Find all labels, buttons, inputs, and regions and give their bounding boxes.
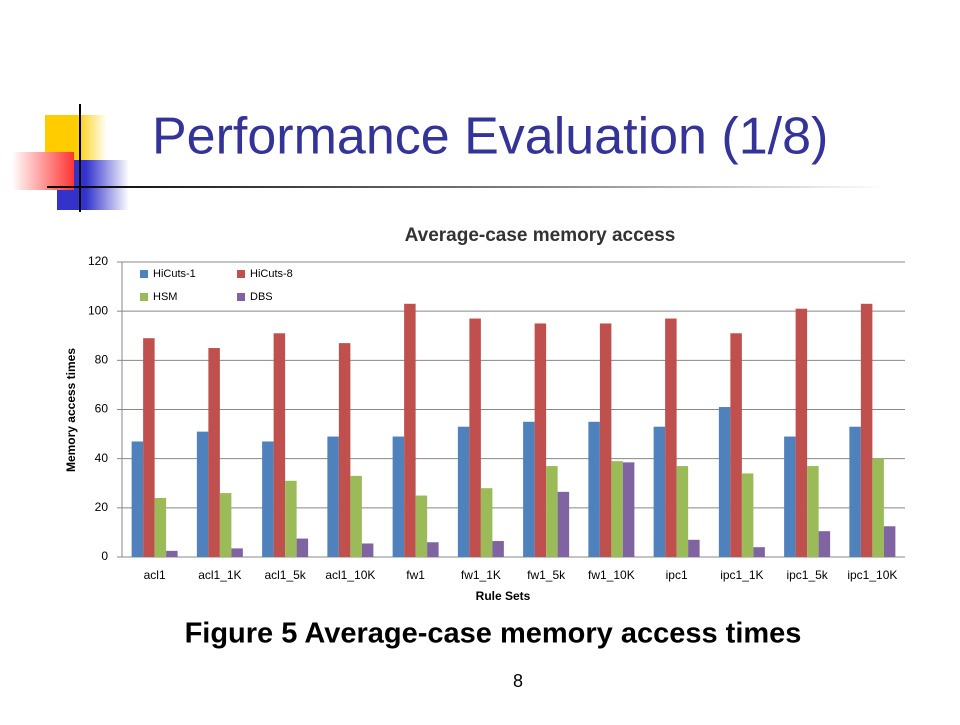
y-tick-label: 120: [88, 254, 108, 268]
bar: [361, 543, 374, 557]
bar: [285, 480, 297, 557]
page-number: 8: [513, 671, 523, 691]
bar: [730, 333, 742, 557]
x-tick-label: fw1_10K: [588, 568, 635, 582]
x-tick-label: ipc1_1K: [720, 568, 763, 582]
bar: [392, 436, 405, 557]
y-tick-label: 80: [95, 353, 109, 367]
legend-swatch: [140, 270, 148, 278]
figure-caption: Figure 5 Average-case memory access time…: [185, 618, 802, 650]
legend-label: HiCuts-8: [250, 268, 293, 280]
bar: [219, 493, 232, 557]
bar: [296, 538, 309, 557]
y-axis-label: Memory access times: [64, 348, 78, 472]
bar: [231, 548, 243, 557]
y-tick-label: 40: [95, 451, 109, 465]
bar: [588, 421, 600, 557]
bar: [262, 441, 274, 557]
bar: [415, 495, 428, 557]
x-tick-label: fw1_5k: [527, 568, 566, 582]
legend-swatch: [237, 293, 245, 301]
bar: [753, 547, 765, 557]
y-tick-label: 20: [95, 500, 109, 514]
bar: [154, 498, 167, 557]
y-tick-label: 60: [95, 402, 109, 416]
legend-swatch: [140, 293, 148, 301]
bar: [818, 531, 831, 557]
bar: [557, 491, 570, 557]
x-tick-label: fw1_1K: [461, 568, 501, 582]
x-tick-label: ipc1_10K: [847, 568, 897, 582]
bar: [208, 348, 220, 557]
x-tick-label: ipc1_5k: [786, 568, 828, 582]
bar: [860, 303, 873, 557]
bar: [599, 323, 612, 557]
bar: [492, 541, 504, 557]
bar: [273, 333, 286, 557]
bar: [807, 466, 819, 557]
bar: [653, 426, 666, 557]
x-tick-label: acl1: [144, 568, 166, 582]
bar: [534, 323, 547, 557]
x-tick-label: acl1_10K: [325, 568, 375, 582]
bar: [457, 426, 470, 557]
legend-swatch: [237, 270, 245, 278]
y-tick-label: 100: [88, 303, 108, 317]
legend-label: HiCuts-1: [153, 268, 196, 280]
bar: [338, 343, 351, 557]
bar: [784, 436, 796, 557]
legend-label: DBS: [250, 291, 273, 303]
bar: [741, 473, 754, 557]
bar: [131, 441, 144, 557]
bar: [480, 488, 493, 557]
bar: [469, 318, 481, 557]
x-axis-label: Rule Sets: [476, 589, 531, 603]
bar: [849, 426, 861, 557]
bar: [622, 462, 635, 557]
bar: [196, 431, 209, 557]
x-tick-label: acl1_5k: [264, 568, 306, 582]
bar: [404, 303, 416, 557]
chart-title: Average-case memory access: [405, 225, 676, 246]
x-tick-label: fw1: [406, 568, 425, 582]
bar: [872, 458, 884, 557]
decor-square: [12, 152, 74, 190]
bar: [676, 466, 689, 557]
x-tick-label: acl1_1K: [198, 568, 241, 582]
x-tick-label: ipc1: [666, 568, 688, 582]
decor-line: [47, 186, 887, 188]
bar: [427, 542, 439, 557]
bar: [795, 308, 808, 557]
bar: [611, 461, 623, 557]
bar: [718, 407, 731, 557]
bar: [327, 436, 339, 557]
bar: [688, 539, 700, 557]
legend-label: HSM: [153, 291, 177, 303]
bar: [665, 318, 677, 557]
bar: [143, 338, 155, 557]
bar: [883, 526, 896, 557]
bar: [546, 466, 558, 557]
bar: [350, 475, 362, 557]
y-tick-label: 0: [101, 549, 108, 563]
slide-title: Performance Evaluation (1/8): [152, 108, 828, 166]
bar: [166, 550, 178, 557]
bar: [523, 421, 535, 557]
